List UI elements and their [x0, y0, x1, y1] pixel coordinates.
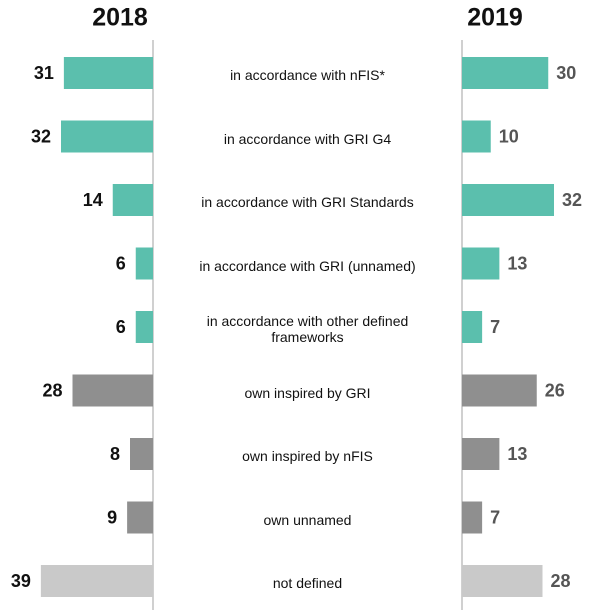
bar — [462, 247, 500, 280]
bar — [462, 120, 491, 153]
bar — [112, 184, 153, 216]
category-label: in accordance with nFIS* — [230, 67, 385, 83]
category-label: own inspired by GRI — [244, 384, 371, 401]
bar — [462, 565, 543, 597]
value-label: 9 — [107, 507, 117, 527]
value-label: 28 — [551, 571, 571, 591]
value-label: 6 — [116, 317, 126, 337]
bar — [135, 311, 153, 343]
category-label: not defined — [272, 575, 343, 591]
value-label: 28 — [42, 380, 62, 400]
bar — [72, 374, 153, 407]
value-label: 26 — [545, 380, 565, 400]
series-header: 2018 — [92, 4, 148, 32]
value-label: 7 — [490, 507, 500, 527]
value-label: 32 — [31, 126, 51, 146]
value-label: 10 — [499, 126, 519, 146]
category-label: own unnamed — [263, 511, 352, 528]
bar — [40, 565, 153, 597]
category-label: in accordance with GRI G4 — [223, 130, 392, 147]
category-label: in accordance with GRI (unnamed) — [199, 257, 416, 274]
value-label: 31 — [34, 63, 54, 83]
bar — [462, 57, 549, 89]
bar — [462, 438, 500, 470]
bar — [135, 247, 153, 280]
value-label: 7 — [490, 317, 500, 337]
bar — [127, 501, 153, 534]
value-label: 32 — [562, 190, 582, 210]
value-label: 14 — [83, 190, 103, 210]
bar — [63, 57, 153, 89]
bar — [130, 438, 153, 470]
bar — [61, 120, 153, 153]
bar — [462, 501, 483, 534]
series-header: 2019 — [467, 4, 523, 32]
bar — [462, 374, 537, 407]
value-label: 6 — [116, 253, 126, 273]
category-label: in accordance with GRI Standards — [201, 194, 414, 210]
value-label: 30 — [556, 63, 576, 83]
bar — [462, 311, 483, 343]
value-label: 13 — [507, 253, 527, 273]
category-label: in accordance with other defined framewo… — [206, 313, 409, 345]
value-label: 8 — [110, 444, 120, 464]
value-label: 13 — [507, 444, 527, 464]
bar — [462, 184, 554, 216]
value-label: 39 — [11, 571, 31, 591]
category-label: own inspired by nFIS — [242, 448, 373, 464]
